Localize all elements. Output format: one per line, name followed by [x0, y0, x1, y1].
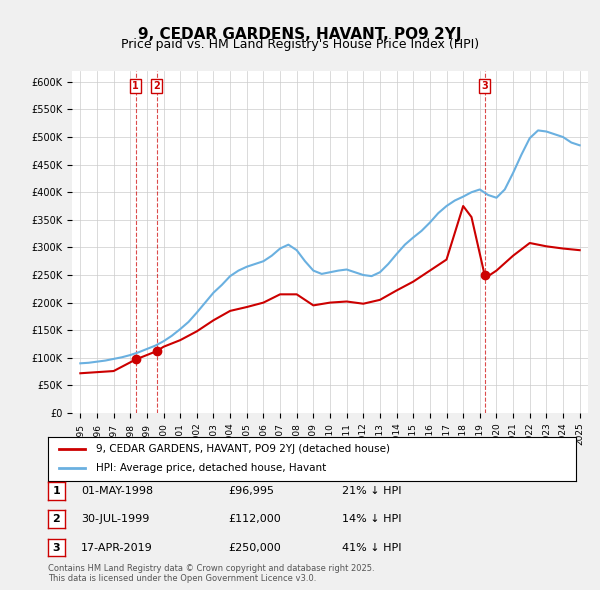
Text: £112,000: £112,000: [228, 514, 281, 524]
Text: 9, CEDAR GARDENS, HAVANT, PO9 2YJ: 9, CEDAR GARDENS, HAVANT, PO9 2YJ: [138, 27, 462, 41]
Text: 17-APR-2019: 17-APR-2019: [81, 543, 153, 552]
Text: 1: 1: [53, 486, 60, 496]
Text: 1: 1: [133, 81, 139, 91]
Text: Contains HM Land Registry data © Crown copyright and database right 2025.
This d: Contains HM Land Registry data © Crown c…: [48, 563, 374, 583]
Text: 9, CEDAR GARDENS, HAVANT, PO9 2YJ (detached house): 9, CEDAR GARDENS, HAVANT, PO9 2YJ (detac…: [95, 444, 389, 454]
Text: 41% ↓ HPI: 41% ↓ HPI: [342, 543, 401, 552]
Text: HPI: Average price, detached house, Havant: HPI: Average price, detached house, Hava…: [95, 464, 326, 473]
Text: 3: 3: [481, 81, 488, 91]
Text: 14% ↓ HPI: 14% ↓ HPI: [342, 514, 401, 524]
Text: £250,000: £250,000: [228, 543, 281, 552]
Text: Price paid vs. HM Land Registry's House Price Index (HPI): Price paid vs. HM Land Registry's House …: [121, 38, 479, 51]
Text: 2: 2: [53, 514, 60, 524]
Text: 3: 3: [53, 543, 60, 552]
Text: 21% ↓ HPI: 21% ↓ HPI: [342, 486, 401, 496]
Text: 2: 2: [153, 81, 160, 91]
Text: £96,995: £96,995: [228, 486, 274, 496]
Text: 01-MAY-1998: 01-MAY-1998: [81, 486, 153, 496]
Text: 30-JUL-1999: 30-JUL-1999: [81, 514, 149, 524]
